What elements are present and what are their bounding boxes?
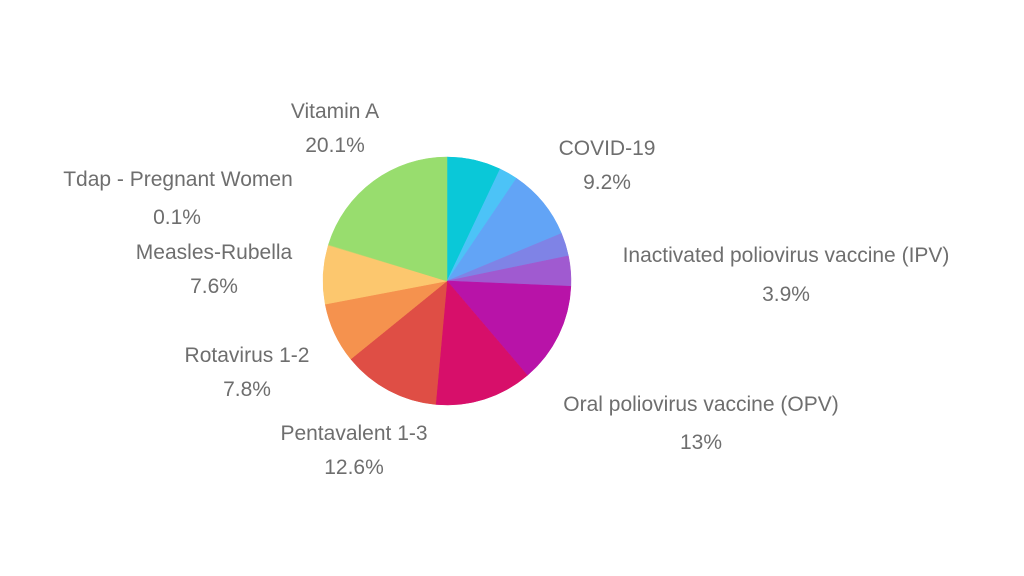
label-rotavirus-name: Rotavirus 1-2	[185, 344, 310, 367]
label-opv-name: Oral poliovirus vaccine (OPV)	[563, 393, 838, 416]
label-ipv-percent: 3.9%	[762, 283, 810, 306]
pie-slice-unlabeled-6	[435, 280, 528, 406]
pie-slice-pentavalent-1-3	[350, 280, 448, 405]
pie-slice-vitamin-a	[328, 156, 448, 282]
label-pentavalent-name: Pentavalent 1-3	[280, 422, 427, 445]
label-vitamin-a-percent: 20.1%	[305, 134, 365, 157]
pie-slices	[322, 156, 572, 406]
label-rotavirus-percent: 7.8%	[223, 378, 271, 401]
pie-labels: Vitamin A 20.1% COVID-19 9.2% Tdap - Pre…	[63, 100, 949, 479]
label-measles-rubella-percent: 7.6%	[190, 275, 238, 298]
label-measles-rubella-name: Measles-Rubella	[136, 241, 293, 264]
label-vitamin-a-name: Vitamin A	[291, 100, 379, 123]
label-opv-percent: 13%	[680, 431, 722, 454]
label-ipv-name: Inactivated poliovirus vaccine (IPV)	[623, 244, 950, 267]
label-tdap-percent: 0.1%	[153, 206, 201, 229]
label-covid-19-name: COVID-19	[559, 137, 656, 160]
label-tdap-name: Tdap - Pregnant Women	[63, 168, 293, 191]
pie-slice-oral-poliovirus-vaccine-opv	[446, 280, 572, 376]
label-covid-19-percent: 9.2%	[583, 171, 631, 194]
label-pentavalent-percent: 12.6%	[324, 456, 384, 479]
